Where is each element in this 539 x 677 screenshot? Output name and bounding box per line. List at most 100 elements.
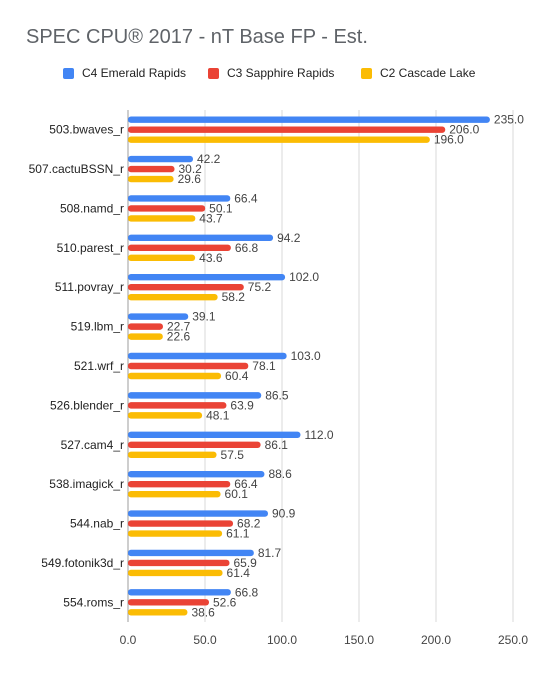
bar <box>128 490 221 498</box>
data-label: 68.2 <box>237 517 261 531</box>
data-label: 63.9 <box>230 398 254 412</box>
x-tick-label: 150.0 <box>344 633 374 647</box>
x-tick-label: 250.0 <box>498 633 528 647</box>
bar <box>128 205 206 212</box>
category-label: 508.namd_r <box>60 201 124 215</box>
data-label: 88.6 <box>268 467 292 481</box>
data-label: 90.9 <box>272 507 296 521</box>
x-tick-label: 200.0 <box>421 633 451 647</box>
legend-swatch <box>63 67 74 79</box>
bar <box>128 333 163 340</box>
category-label: 521.wrf_r <box>74 359 124 373</box>
bar <box>128 175 174 183</box>
data-label: 43.6 <box>199 251 223 265</box>
data-label: 43.7 <box>199 211 223 225</box>
data-label: 38.6 <box>191 605 215 619</box>
data-label: 112.0 <box>304 428 333 442</box>
bar <box>128 599 210 606</box>
category-label: 526.blender_r <box>50 398 124 412</box>
data-label: 103.0 <box>291 349 321 363</box>
legend-label: C3 Sapphire Rapids <box>227 66 335 80</box>
legend-item: C4 Emerald Rapids <box>63 66 186 80</box>
category-label: 519.lbm_r <box>71 320 124 334</box>
category-label: 503.bwaves_r <box>49 123 124 137</box>
bar <box>128 569 223 577</box>
legend-item: C3 Sapphire Rapids <box>208 66 334 80</box>
data-label: 52.6 <box>213 595 237 609</box>
data-label: 30.2 <box>179 162 203 176</box>
data-label: 50.1 <box>209 201 233 215</box>
chart-title: SPEC CPU® 2017 - nT Base FP - Est. <box>26 26 368 48</box>
bar <box>128 431 301 438</box>
data-label: 61.4 <box>227 566 251 580</box>
legend-item: C2 Cascade Lake <box>361 66 475 80</box>
bar <box>128 392 262 399</box>
legend-label: C4 Emerald Rapids <box>82 66 187 80</box>
bar <box>128 609 188 616</box>
data-label: 42.2 <box>197 152 221 166</box>
data-label: 39.1 <box>192 310 216 324</box>
legend-label: C2 Cascade Lake <box>380 66 476 80</box>
bar <box>128 126 446 133</box>
bar <box>128 254 196 262</box>
data-label: 61.1 <box>226 527 250 541</box>
bar <box>128 510 268 517</box>
data-label: 65.9 <box>233 556 257 570</box>
data-label: 22.7 <box>167 320 191 334</box>
bar <box>128 372 222 380</box>
category-label: 554.roms_r <box>63 595 124 609</box>
bar <box>128 559 230 567</box>
bar <box>128 441 261 448</box>
bar <box>128 313 189 320</box>
data-label: 29.6 <box>178 172 202 186</box>
x-tick-label: 100.0 <box>267 633 297 647</box>
bar <box>128 274 286 281</box>
data-label: 48.1 <box>206 408 230 422</box>
category-label: 510.parest_r <box>57 241 124 255</box>
data-label: 102.0 <box>289 270 319 284</box>
bar <box>128 451 217 458</box>
data-label: 94.2 <box>277 231 301 245</box>
data-label: 86.1 <box>265 438 289 452</box>
bar <box>128 362 249 370</box>
data-label: 60.1 <box>225 487 249 501</box>
bar <box>128 549 254 557</box>
bar <box>128 165 175 173</box>
data-label: 66.4 <box>234 191 258 205</box>
category-label: 511.povray_r <box>55 280 124 294</box>
data-label: 60.4 <box>225 369 249 383</box>
bar <box>128 480 231 488</box>
bar <box>128 520 234 527</box>
bar <box>128 155 193 163</box>
data-label: 206.0 <box>449 123 479 137</box>
data-label: 75.2 <box>248 280 272 294</box>
data-label: 58.2 <box>222 290 246 304</box>
data-label: 235.0 <box>494 113 524 127</box>
legend-swatch <box>361 67 372 79</box>
bar <box>128 195 231 202</box>
data-label: 196.0 <box>434 133 464 147</box>
data-label: 66.4 <box>234 477 258 491</box>
bar <box>128 352 287 360</box>
data-label: 81.7 <box>258 546 282 560</box>
category-label: 507.cactuBSSN_r <box>29 162 124 176</box>
bar <box>128 412 203 419</box>
data-label: 66.8 <box>235 241 259 255</box>
category-label: 544.nab_r <box>70 517 124 531</box>
bar <box>128 530 223 537</box>
category-label: 549.fotonik3d_r <box>41 556 124 570</box>
legend-swatch <box>208 67 219 79</box>
data-label: 66.8 <box>235 585 259 599</box>
bar <box>128 284 244 291</box>
x-tick-label: 0.0 <box>120 633 137 647</box>
bar <box>128 470 265 478</box>
bar <box>128 294 218 301</box>
bar <box>128 234 274 242</box>
bar <box>128 136 430 143</box>
bar <box>128 116 490 123</box>
data-label: 78.1 <box>252 359 276 373</box>
data-label: 86.5 <box>265 388 289 402</box>
bar <box>128 244 231 252</box>
